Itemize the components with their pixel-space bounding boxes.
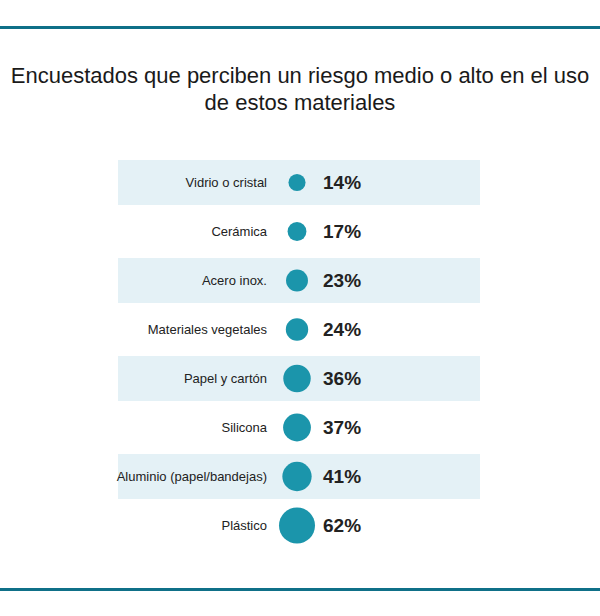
html-text:Encuestados que perciben un ri: Encuestados que perciben un riesgo medio…	[10, 63, 590, 115]
svg-text:36%: 36%	[323, 368, 361, 389]
svg-text:Aluminio (papel/bandejas): Aluminio (papel/bandejas)	[117, 469, 267, 484]
svg-text:41%: 41%	[323, 466, 361, 487]
svg-text:62%: 62%	[323, 515, 361, 536]
svg-text:37%: 37%	[323, 417, 361, 438]
svg-text:Cerámica: Cerámica	[211, 224, 267, 239]
svg-text:Acero inox.: Acero inox.	[202, 273, 267, 288]
svg-text:Vidrio o cristal: Vidrio o cristal	[186, 175, 268, 190]
svg-text:Papel y cartón: Papel y cartón	[184, 371, 267, 386]
svg-text:14%: 14%	[323, 172, 361, 193]
svg-text:Silicona: Silicona	[221, 420, 267, 435]
svg-text:Plástico: Plástico	[221, 518, 267, 533]
svg-text:Materiales vegetales: Materiales vegetales	[148, 322, 268, 337]
svg-text:17%: 17%	[323, 221, 361, 242]
svg-text:23%: 23%	[323, 270, 361, 291]
svg-text:24%: 24%	[323, 319, 361, 340]
